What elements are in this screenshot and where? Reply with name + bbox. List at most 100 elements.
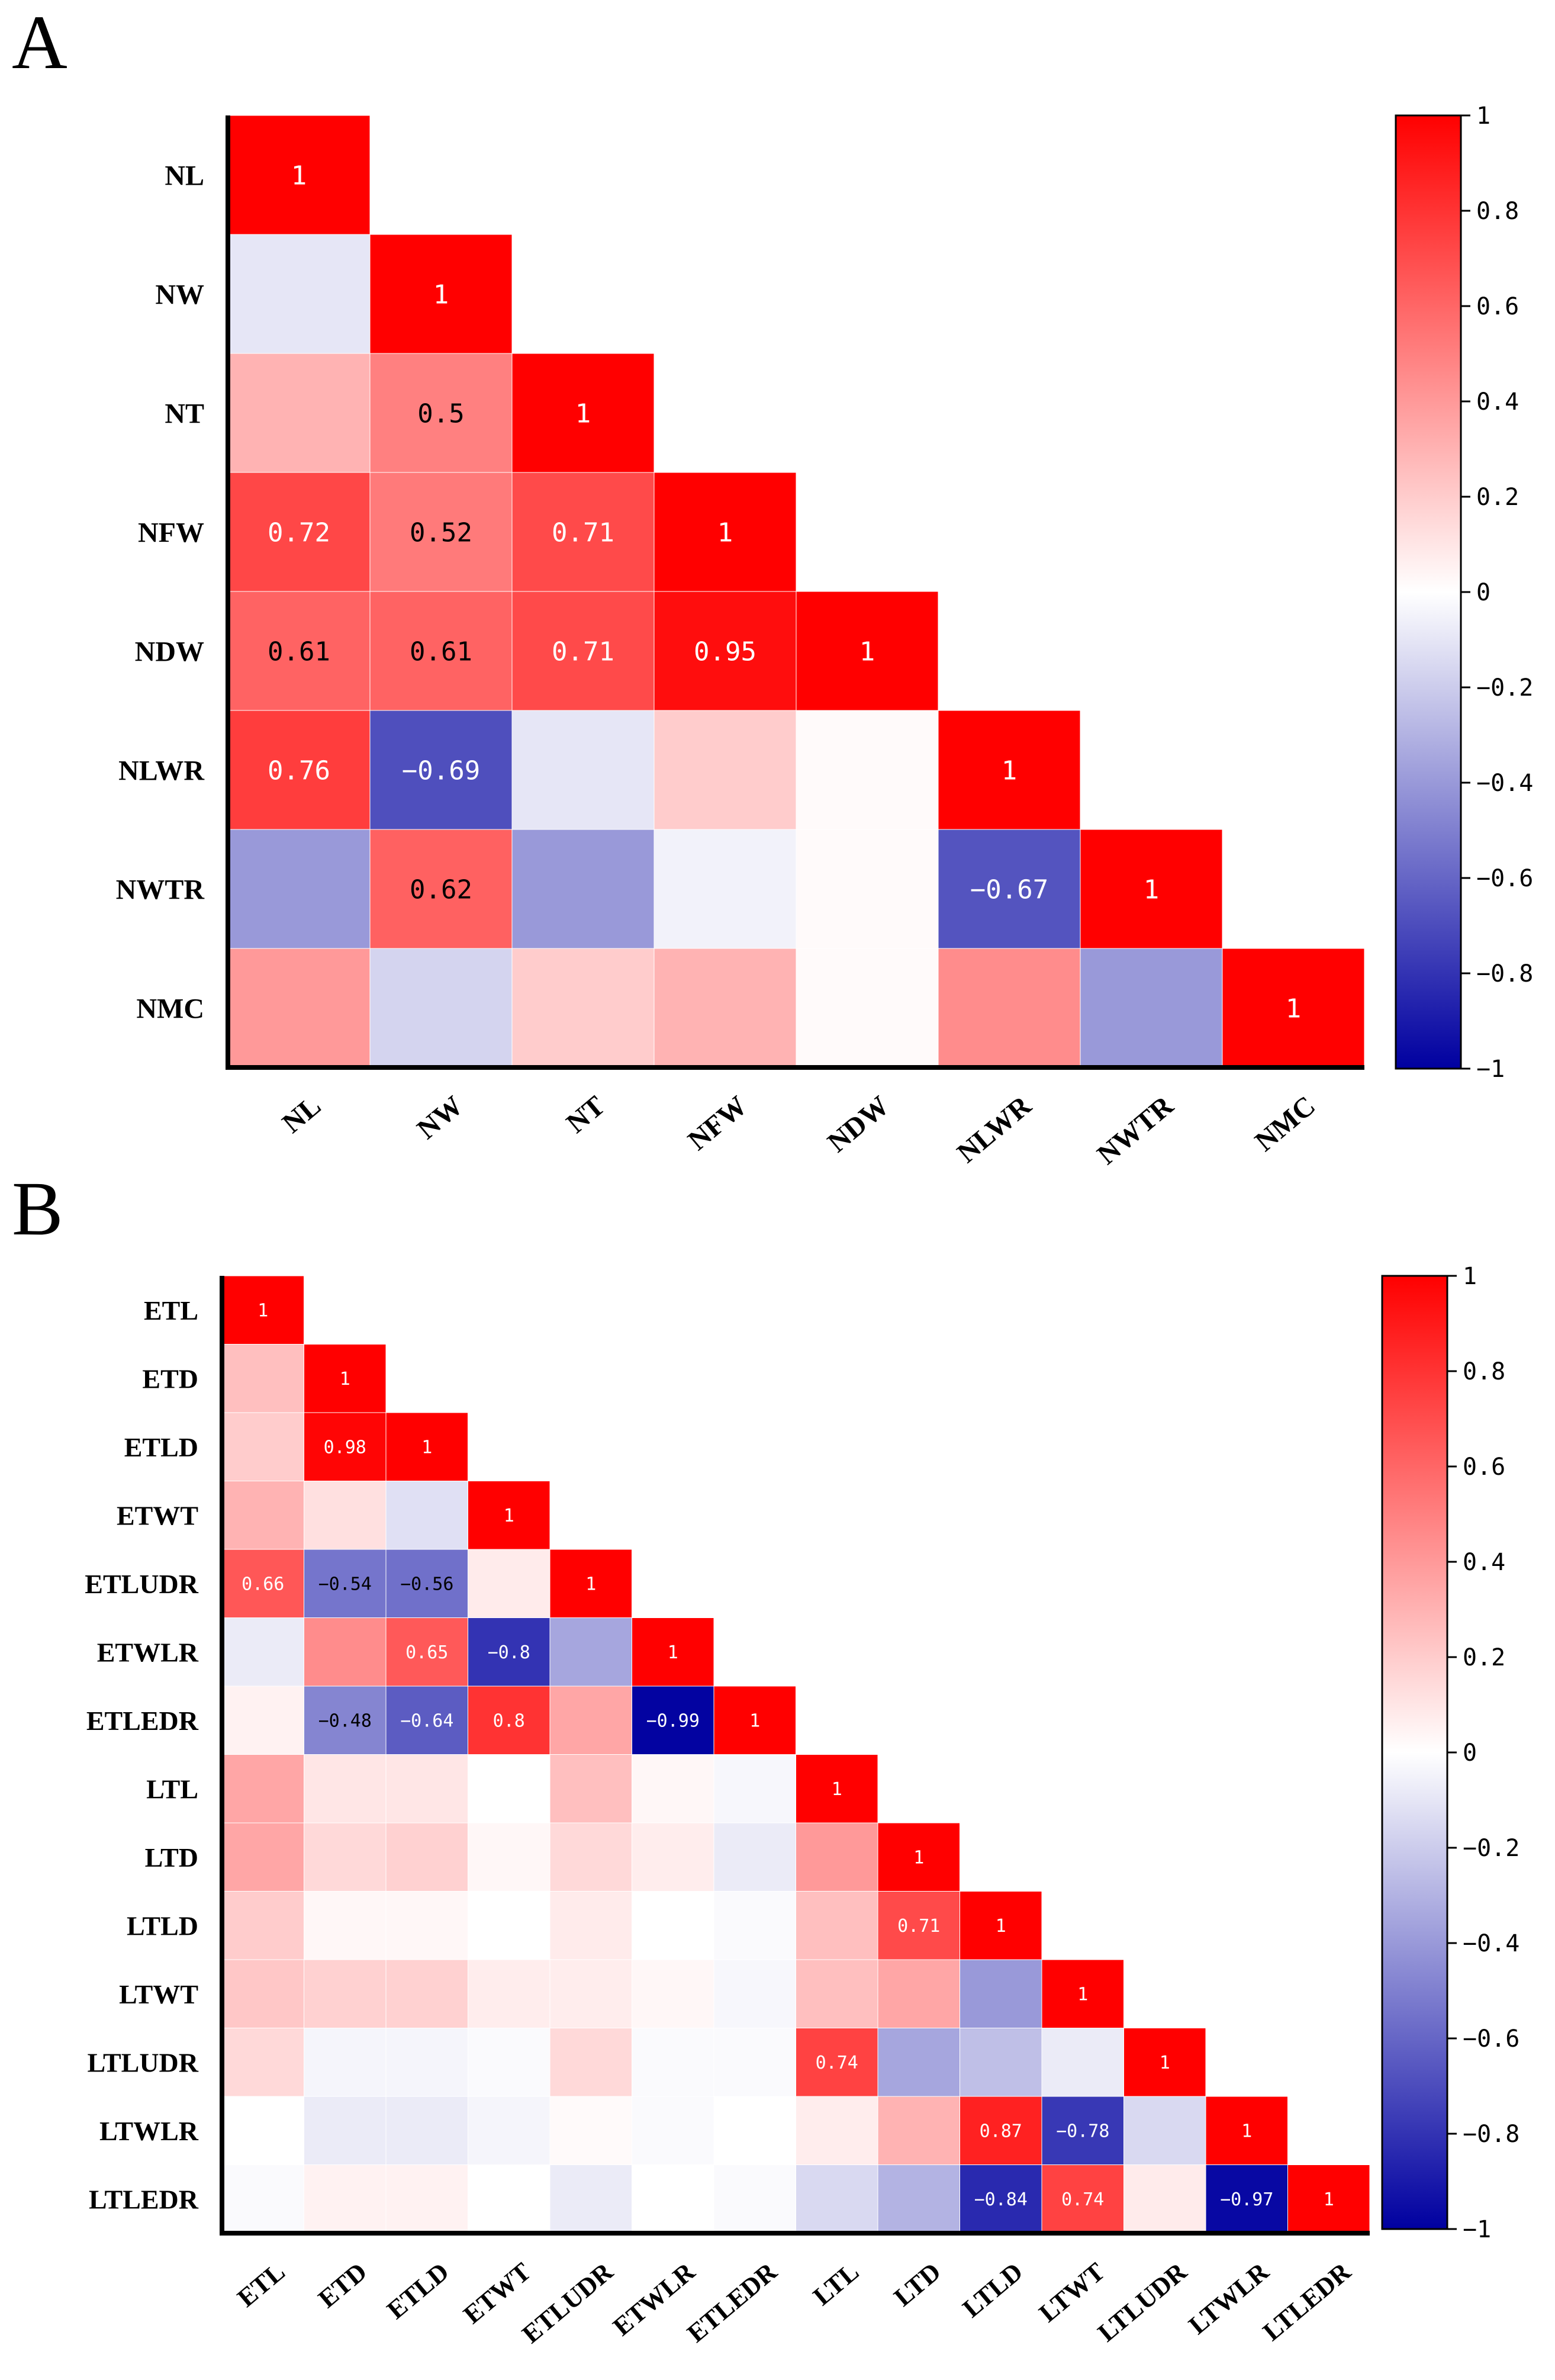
colorbar-tick-label: −1 [1463,2216,1491,2243]
colorbar-tick-label: −1 [1476,1056,1505,1083]
cell-value-label: 1 [832,1779,842,1800]
heatmap-cell-NWTR-NLWR [938,829,1081,949]
col-label-ETLD: ETLD [381,2257,454,2325]
heatmap-cell-LTLEDR-ETLD [385,2164,468,2234]
heatmap-cell-LTD-ETWT [468,1822,550,1892]
colorbar-tick-label: −0.8 [1463,2121,1519,2148]
heatmap-cell-LTLD-LTD [877,1891,960,1960]
heatmap-cell-ETWLR-ETWLR [632,1617,714,1687]
heatmap-cell-LTLD-ETLUDR [549,1891,632,1960]
heatmap-cell-LTWT-ETLD [385,1959,468,2028]
heatmap-cell-NWTR-NWTR [1080,829,1223,949]
colorbar-tick-label: 0.6 [1476,293,1519,320]
cell-value-label: −0.8 [488,1642,530,1663]
heatmap-cell-LTD-ETLUDR [549,1822,632,1892]
cell-value-label: 0.74 [816,2053,858,2073]
cell-value-label: 0.71 [552,636,614,667]
heatmap-cell-ETWLR-ETD [304,1617,387,1687]
heatmap-cell-ETLUDR-ETWT [468,1549,550,1618]
heatmap-cell-NMC-NWTR [1080,948,1223,1068]
colorbar-tick-label: −0.2 [1476,674,1533,702]
row-label-NT: NT [165,398,204,429]
heatmap-cell-LTWT-ETWLR [632,1959,714,2028]
heatmap-cell-ETD-ETD [304,1344,387,1413]
heatmap-cell-LTLD-ETWLR [632,1891,714,1960]
row-label-LTWT: LTWT [119,1979,198,2009]
heatmap-cell-LTLUDR-ETD [304,2028,387,2097]
row-label-ETWLR: ETWLR [97,1637,199,1667]
heatmap-cell-LTL-ETLEDR [713,1754,796,1823]
heatmap-cell-LTLEDR-LTWLR [1205,2164,1288,2234]
heatmap-cell-NFW-NL [227,472,371,592]
heatmap-cell-LTWT-LTL [796,1959,878,2028]
row-label-LTWLR: LTWLR [99,2116,199,2146]
heatmap-cell-LTWLR-ETWLR [632,2096,714,2165]
cell-value-label: 0.87 [980,2121,1022,2142]
heatmap-cell-NLWR-NDW [796,710,939,830]
heatmap-cell-LTLUDR-ETWT [468,2028,550,2097]
row-label-LTD: LTD [145,1842,198,1873]
row-label-ETLD: ETLD [124,1432,198,1462]
cell-value-label: 1 [575,398,591,429]
row-label-NDW: NDW [135,636,204,667]
heatmap-cell-LTL-ETLD [385,1754,468,1823]
heatmap-cell-LTWLR-LTD [877,2096,960,2165]
heatmap-cell-LTLUDR-ETWLR [632,2028,714,2097]
heatmap-cell-LTLEDR-LTLEDR [1287,2164,1370,2234]
heatmap-cell-LTLEDR-LTD [877,2164,960,2234]
cell-value-label: 0.52 [410,517,472,548]
cell-value-label: 0.98 [324,1437,366,1458]
heatmap-cell-LTD-ETD [304,1822,387,1892]
heatmap-cell-NFW-NW [369,472,513,592]
cell-value-label: 1 [1077,1985,1088,2005]
heatmap-cell-NLWR-NL [227,710,371,830]
heatmap-cell-LTWLR-ETL [221,2096,304,2165]
cell-value-label: 1 [1324,2189,1334,2210]
cell-value-label: 0.71 [897,1916,940,1937]
col-label-LTLEDR: LTLEDR [1257,2256,1357,2346]
heatmap-cell-LTLEDR-LTLUDR [1123,2164,1206,2234]
heatmap-cell-NDW-NFW [653,591,797,711]
heatmap-cell-NWTR-NL [227,829,371,949]
heatmap-cell-LTLEDR-ETLUDR [549,2164,632,2234]
colorbar-tick-label: −0.6 [1463,2025,1519,2053]
heatmap-cell-LTWT-LTLD [960,1959,1042,2028]
cell-value-label: 1 [859,636,875,667]
heatmap-cell-NLWR-NW [369,710,513,830]
heatmap-cell-NMC-NLWR [938,948,1081,1068]
col-label-ETLEDR: ETLEDR [682,2256,783,2348]
cell-value-label: 0.61 [410,636,472,667]
heatmap-cell-NMC-NL [227,948,371,1068]
colorbar-tick-label: 0.6 [1463,1453,1505,1481]
cell-value-label: 1 [291,160,307,191]
heatmap-cell-ETLUDR-ETL [221,1549,304,1618]
heatmap-cell-LTLEDR-ETL [221,2164,304,2234]
heatmap-cell-NT-NL [227,353,371,473]
cell-value-label: 1 [433,279,449,310]
heatmap-cell-ETLUDR-ETLD [385,1549,468,1618]
heatmap-cell-LTLEDR-LTL [796,2164,878,2234]
heatmap-cell-LTLD-ETD [304,1891,387,1960]
colorbar-tick-label: 0.2 [1476,484,1519,511]
heatmap-cell-ETLD-ETL [221,1412,304,1481]
col-label-LTLD: LTLD [957,2257,1028,2323]
heatmap-cell-NLWR-NFW [653,710,797,830]
heatmap-cell-LTD-LTL [796,1822,878,1892]
heatmap-cell-NLWR-NT [511,710,655,830]
row-label-NL: NL [165,160,204,191]
colorbar-tick-label: −0.4 [1476,770,1533,797]
cell-value-label: 1 [749,1711,760,1732]
heatmap-cell-ETWLR-ETL [221,1617,304,1687]
row-label-LTLD: LTLD [127,1911,198,1941]
heatmap-cell-LTD-ETLEDR [713,1822,796,1892]
heatmap-cell-ETLD-ETLD [385,1412,468,1481]
cell-value-label: 0.5 [417,398,464,429]
heatmap-cell-ETWT-ETLD [385,1481,468,1550]
heatmap-cell-ETWT-ETD [304,1481,387,1550]
col-label-ETLUDR: ETLUDR [517,2256,619,2349]
heatmap-cell-LTLD-LTLD [960,1891,1042,1960]
heatmap-cell-LTL-ETLUDR [549,1754,632,1823]
cell-value-label: −0.48 [318,1711,372,1732]
cell-value-label: 1 [421,1437,432,1458]
